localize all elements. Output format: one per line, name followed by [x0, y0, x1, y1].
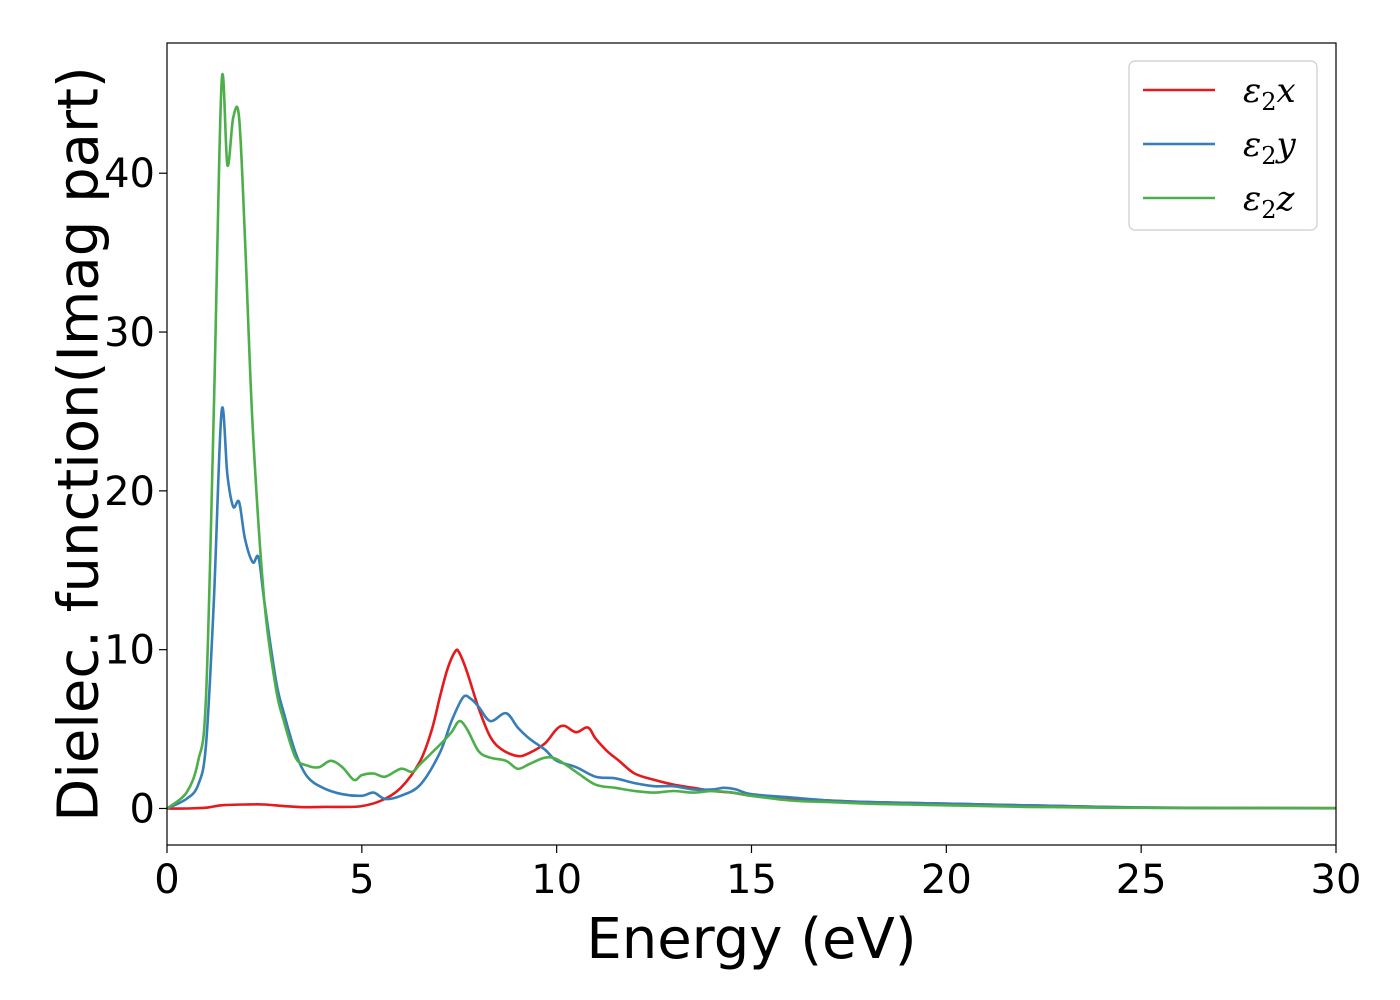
x-tick-label: 0 — [154, 857, 179, 903]
legend-label-z: ε2z — [1243, 179, 1296, 224]
x-tick-label: 30 — [1311, 857, 1362, 903]
legend: ε2x ε2y ε2z — [1128, 60, 1318, 231]
y-tick-label: 10 — [104, 628, 155, 674]
legend-label-y: ε2y — [1243, 125, 1297, 170]
x-tick-label: 10 — [531, 857, 582, 903]
x-tick-label: 5 — [349, 857, 374, 903]
y-tick-label: 0 — [130, 786, 155, 832]
x-tick-label: 20 — [921, 857, 972, 903]
legend-label-x: ε2x — [1243, 71, 1296, 116]
y-tick-label: 30 — [104, 310, 155, 356]
y-axis-title: Dielec. function(Imag part) — [47, 66, 112, 822]
x-tick-label: 25 — [1116, 857, 1167, 903]
legend-box — [1128, 60, 1318, 231]
y-tick-label: 20 — [104, 469, 155, 515]
axis-ticks: 0 5 10 15 20 25 30 0 10 20 30 40 — [104, 151, 1361, 903]
series-lines — [166, 72, 1337, 810]
y-tick-label: 40 — [104, 151, 155, 197]
series-line-z — [166, 72, 1337, 810]
x-axis-title: Energy (eV) — [586, 907, 916, 972]
series-line-y — [166, 406, 1337, 810]
x-tick-label: 15 — [726, 857, 777, 903]
